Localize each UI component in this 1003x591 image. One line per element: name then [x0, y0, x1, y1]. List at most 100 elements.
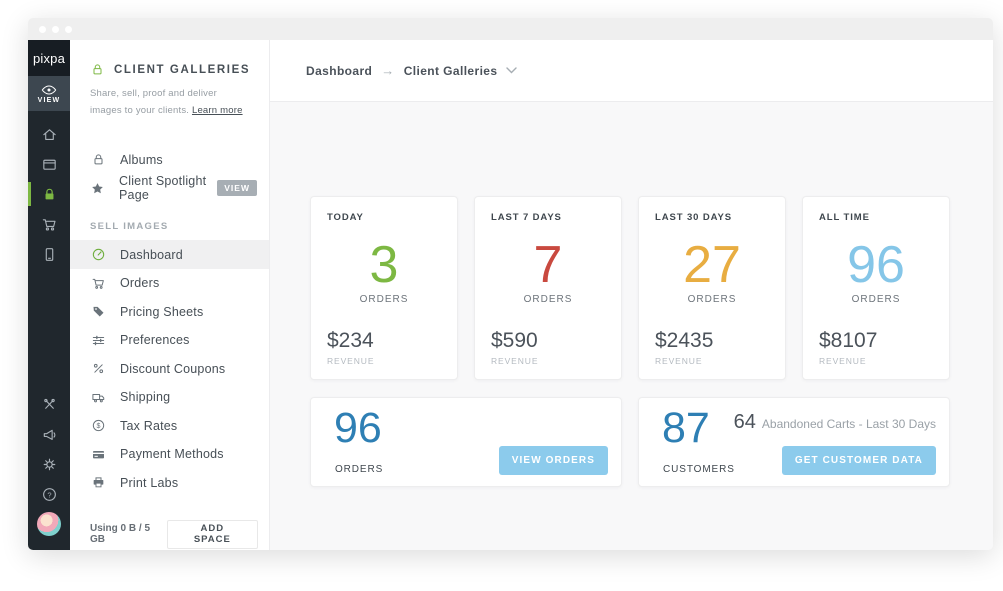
- get-customer-data-button[interactable]: GET CUSTOMER DATA: [781, 446, 936, 475]
- stat-period: LAST 30 DAYS: [655, 212, 732, 223]
- icon-rail: pixpa VIEW: [28, 40, 70, 550]
- orders-label: ORDERS: [851, 293, 901, 305]
- sidebar-item-dashboard[interactable]: Dashboard: [70, 240, 269, 269]
- sidebar-item-client-spotlight-page[interactable]: Client Spotlight Page VIEW: [70, 174, 269, 203]
- total-orders-label: ORDERS: [335, 464, 384, 475]
- total-orders-count: 96: [334, 404, 382, 452]
- revenue-label: REVENUE: [327, 356, 375, 366]
- sidebar-item-pricing-sheets[interactable]: Pricing Sheets: [70, 297, 269, 326]
- sidebar-title: CLIENT GALLERIES: [90, 62, 251, 77]
- rail-home[interactable]: [28, 119, 70, 149]
- dashboard-body: TODAY 3 ORDERS $234 REVENUE LAST 7 DAYS …: [270, 102, 993, 550]
- view-label: VIEW: [37, 96, 61, 104]
- sell-images-section-label: SELL IMAGES: [90, 221, 169, 233]
- stat-period: TODAY: [327, 212, 364, 223]
- store-icon: [42, 218, 56, 231]
- rail-design-tools[interactable]: [28, 389, 70, 419]
- rail-help[interactable]: ?: [28, 479, 70, 509]
- rail-client-galleries[interactable]: [28, 179, 70, 209]
- breadcrumb-dashboard[interactable]: Dashboard: [306, 63, 373, 78]
- stat-card-last-7-days: LAST 7 DAYS 7 ORDERS $590 REVENUE: [474, 196, 622, 380]
- browser-titlebar: [28, 18, 993, 40]
- sidebar-item-orders[interactable]: Orders: [70, 269, 269, 298]
- add-space-button[interactable]: ADD SPACE: [166, 519, 258, 549]
- orders-count: 7: [533, 236, 563, 294]
- stat-card-all-time: ALL TIME 96 ORDERS $8107 REVENUE: [802, 196, 950, 380]
- breadcrumb-client-galleries[interactable]: Client Galleries: [403, 63, 498, 78]
- view-badge[interactable]: VIEW: [217, 180, 257, 196]
- revenue-value: $590: [491, 329, 538, 352]
- learn-more-link[interactable]: Learn more: [191, 104, 243, 116]
- credit-card-icon: [90, 447, 106, 462]
- rail-settings[interactable]: [28, 449, 70, 479]
- help-icon: ?: [42, 487, 56, 501]
- tag-icon: [90, 304, 106, 319]
- sidebar-item-tax-rates[interactable]: $ Tax Rates: [70, 411, 269, 440]
- sidebar-item-albums[interactable]: Albums: [70, 145, 269, 174]
- sidebar: CLIENT GALLERIES Share, sell, proof and …: [70, 40, 270, 550]
- dollar-circle-icon: $: [90, 418, 106, 433]
- eye-icon: [41, 84, 57, 95]
- storage-usage: Using 0 B / 5 GB: [90, 523, 151, 545]
- cart-icon: [90, 276, 106, 291]
- revenue-value: $234: [327, 329, 374, 352]
- sidebar-item-discount-coupons[interactable]: Discount Coupons: [70, 354, 269, 383]
- window-control-dot[interactable]: [65, 25, 72, 33]
- main-content: Dashboard → Client Galleries TODAY 3 ORD…: [270, 40, 993, 550]
- abandoned-carts-label: Abandoned Carts - Last 30 Days: [761, 417, 936, 431]
- customers-summary-card: 87 CUSTOMERS 64 Abandoned Carts - Last 3…: [638, 397, 950, 487]
- rail-mobile[interactable]: [28, 239, 70, 269]
- orders-label: ORDERS: [359, 293, 409, 305]
- stat-period: ALL TIME: [819, 212, 870, 223]
- content-header: Dashboard → Client Galleries: [270, 40, 993, 102]
- sidebar-item-payment-methods[interactable]: Payment Methods: [70, 440, 269, 469]
- dashboard-gauge-icon: [90, 247, 106, 262]
- stat-card-today: TODAY 3 ORDERS $234 REVENUE: [310, 196, 458, 380]
- app-window: pixpa VIEW: [28, 18, 993, 550]
- customers-count: 87: [662, 404, 710, 452]
- customers-label: CUSTOMERS: [663, 464, 735, 475]
- revenue-label: REVENUE: [819, 356, 867, 366]
- storage-footer: Using 0 B / 5 GB ADD SPACE: [70, 519, 258, 549]
- sidebar-item-shipping[interactable]: Shipping: [70, 383, 269, 412]
- svg-text:?: ?: [47, 490, 51, 499]
- view-orders-button[interactable]: VIEW ORDERS: [498, 446, 608, 475]
- window-control-dot[interactable]: [52, 25, 59, 33]
- orders-label: ORDERS: [687, 293, 737, 305]
- window-control-dot[interactable]: [39, 25, 46, 33]
- lock-icon: [90, 152, 106, 167]
- revenue-value: $2435: [655, 329, 714, 352]
- design-tools-icon: [43, 398, 55, 409]
- orders-summary-card: 96 ORDERS VIEW ORDERS: [310, 397, 622, 487]
- breadcrumb-arrow-icon: →: [381, 63, 395, 78]
- abandoned-carts-stat: 64 Abandoned Carts - Last 30 Days: [734, 411, 936, 434]
- website-pages-icon: [42, 159, 56, 170]
- user-avatar[interactable]: [37, 512, 61, 536]
- client-galleries-lock-icon: [45, 188, 53, 199]
- lock-icon: [93, 64, 102, 75]
- percent-icon: [90, 361, 106, 376]
- settings-gear-icon: [43, 458, 55, 470]
- rail-website-pages[interactable]: [28, 149, 70, 179]
- revenue-value: $8107: [819, 329, 878, 352]
- stat-card-last-30-days: LAST 30 DAYS 27 ORDERS $2435 REVENUE: [638, 196, 786, 380]
- star-icon: [90, 181, 105, 196]
- revenue-label: REVENUE: [491, 356, 539, 366]
- sliders-icon: [90, 333, 106, 348]
- rail-store[interactable]: [28, 209, 70, 239]
- revenue-label: REVENUE: [655, 356, 703, 366]
- home-icon: [42, 128, 56, 140]
- sidebar-description: Share, sell, proof and deliver images to…: [90, 88, 243, 116]
- orders-count: 96: [847, 236, 905, 294]
- pixpa-logo[interactable]: pixpa: [28, 40, 70, 76]
- breadcrumb: Dashboard → Client Galleries: [306, 63, 518, 78]
- sidebar-item-preferences[interactable]: Preferences: [70, 326, 269, 355]
- orders-label: ORDERS: [523, 293, 573, 305]
- abandoned-carts-count: 64: [733, 411, 756, 433]
- chevron-down-icon[interactable]: [506, 67, 518, 74]
- sidebar-item-print-labs[interactable]: Print Labs: [70, 468, 269, 497]
- view-site-button[interactable]: VIEW: [28, 76, 70, 111]
- stat-period: LAST 7 DAYS: [491, 212, 562, 223]
- rail-marketing[interactable]: [28, 419, 70, 449]
- truck-icon: [90, 390, 106, 405]
